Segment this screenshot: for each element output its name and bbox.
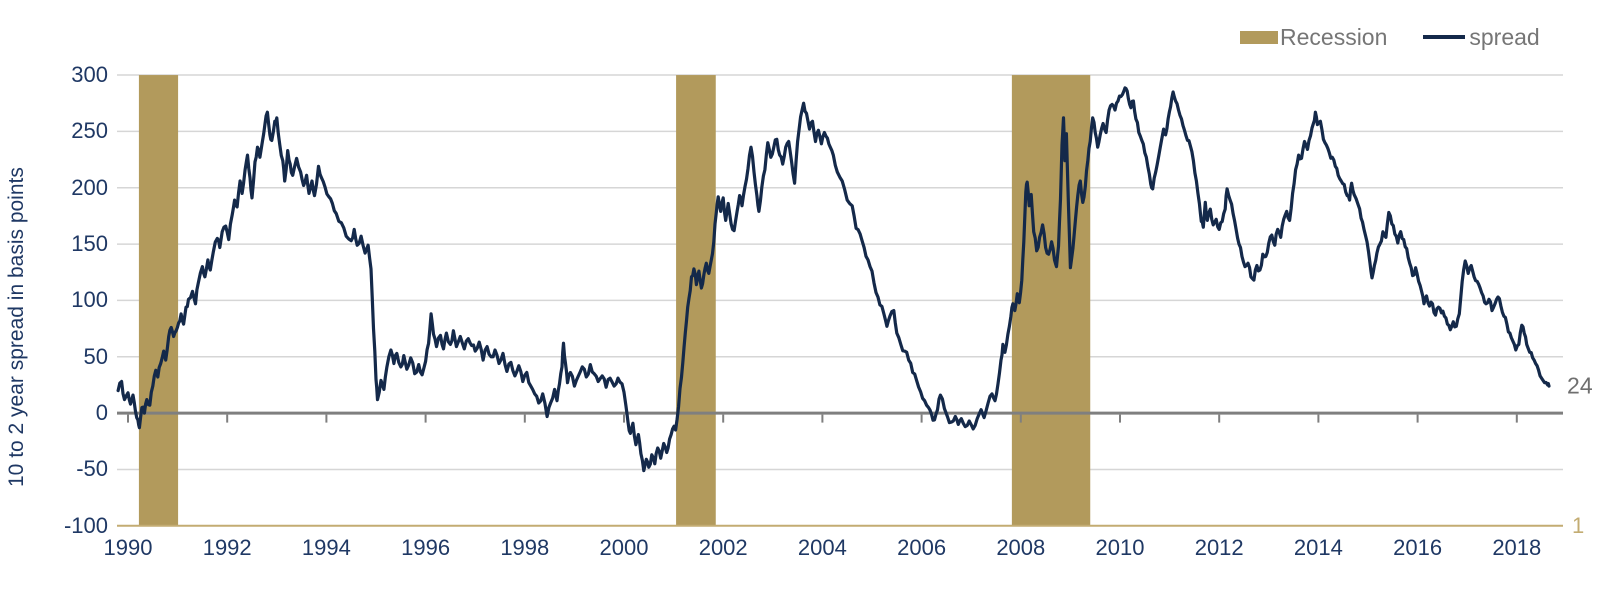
x-tick-label-2012: 2012 (1194, 535, 1244, 560)
y-tick-label-300: 300 (71, 62, 108, 88)
x-tick-label-1992: 1992 (202, 535, 252, 560)
recession-band-3 (1011, 75, 1091, 526)
x-tick-label-2004: 2004 (797, 535, 847, 560)
legend-recession-label: Recession (1280, 23, 1388, 50)
recession-band-1 (138, 75, 179, 526)
x-tick-label-2010: 2010 (1095, 535, 1145, 560)
x-tick-label-1996: 1996 (401, 535, 451, 560)
x-tick-label-2018: 2018 (1492, 535, 1542, 560)
y-tick-label--50: -50 (76, 456, 108, 482)
spread-line (116, 86, 1551, 473)
y-axis-title: 10 to 2 year spread in basis points (5, 167, 28, 487)
y-tick-label-100: 100 (71, 287, 108, 313)
y-tick-label-50: 50 (83, 343, 108, 369)
y-tick-label-200: 200 (71, 174, 108, 200)
legend-spread-swatch (1423, 35, 1466, 39)
x-tick-label-1990: 1990 (103, 535, 153, 560)
last-value-label: 24 (1567, 372, 1593, 399)
recession-last-value-label: 1 (1572, 512, 1585, 538)
x-tick-label-2008: 2008 (996, 535, 1046, 560)
recession-band-2 (676, 75, 716, 526)
x-tick-label-2000: 2000 (599, 535, 649, 560)
y-tick-label-0: 0 (95, 400, 108, 426)
y-tick-label-150: 150 (71, 231, 108, 257)
x-tick-label-2014: 2014 (1293, 535, 1343, 560)
y-tick-label--100: -100 (63, 512, 108, 538)
legend: Recession spread (1240, 22, 1540, 52)
x-tick-label-2006: 2006 (897, 535, 947, 560)
y-tick-label-250: 250 (71, 118, 108, 144)
x-tick-label-1994: 1994 (301, 535, 351, 560)
x-tick-label-1998: 1998 (500, 535, 550, 560)
legend-recession-swatch (1240, 30, 1278, 44)
x-tick-label-2002: 2002 (698, 535, 748, 560)
x-tick-label-2016: 2016 (1393, 535, 1443, 560)
legend-spread-label: spread (1469, 23, 1540, 50)
